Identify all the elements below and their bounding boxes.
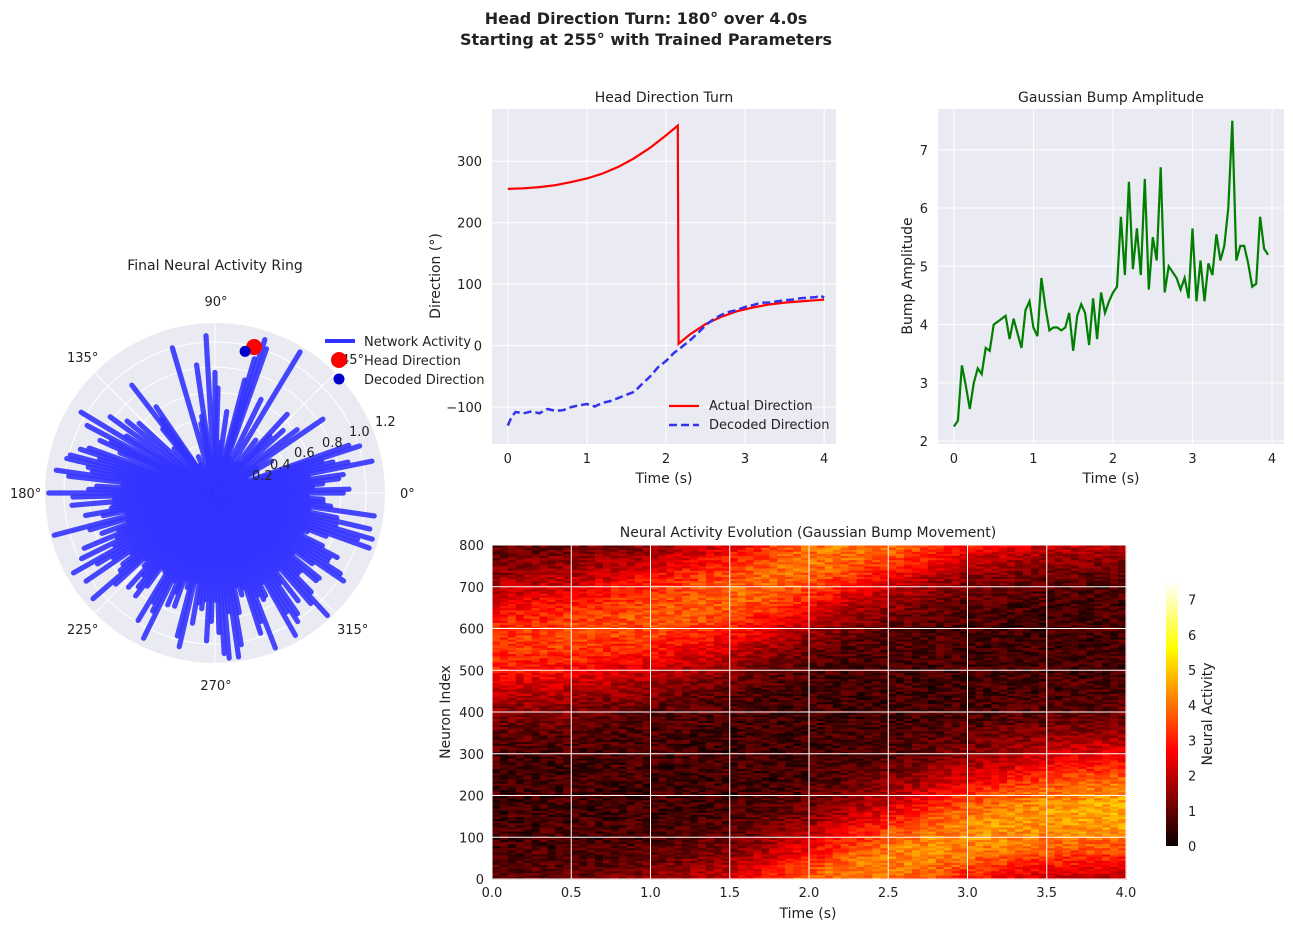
y-tick-label: 5	[920, 260, 928, 275]
turn-xlabel: Time (s)	[635, 471, 693, 487]
y-tick-label: 7	[920, 144, 928, 159]
amplitude-title: Gaussian Bump Amplitude	[1018, 90, 1204, 106]
y-tick-label: 3	[920, 377, 928, 392]
heatmap-chart: Neural Activity Evolution (Gaussian Bump…	[438, 525, 1216, 922]
angle-tick-label: 180°	[10, 487, 41, 502]
x-tick-label: 4	[820, 452, 828, 467]
y-tick-label: 4	[920, 319, 928, 334]
x-tick-label: 3	[1188, 452, 1196, 467]
x-tick-label: 1	[583, 452, 591, 467]
angle-tick-label: 315°	[337, 623, 368, 638]
polar-title: Final Neural Activity Ring	[127, 258, 303, 274]
x-tick-label: 3	[741, 452, 749, 467]
angle-tick-label: 90°	[204, 295, 227, 310]
legend-decoded-label: Decoded Direction	[364, 373, 484, 388]
legend-decoded-marker	[334, 374, 345, 385]
y-tick-label: −100	[446, 401, 482, 416]
amplitude-plot-area	[938, 109, 1284, 444]
amplitude-ylabel: Bump Amplitude	[900, 217, 916, 334]
amplitude-xlabel: Time (s)	[1082, 471, 1140, 487]
turn-ylabel: Direction (°)	[428, 233, 444, 319]
angle-tick-label: 270°	[200, 679, 231, 694]
angle-tick-label: 135°	[67, 351, 98, 366]
x-tick-label: 1	[1029, 452, 1037, 467]
angle-tick-label: 225°	[67, 623, 98, 638]
radial-tick-label: 0.6	[294, 446, 315, 461]
figure-title-line2: Starting at 255° with Trained Parameters	[460, 30, 832, 49]
y-tick-label: 6	[920, 202, 928, 217]
heatmap-title: Neural Activity Evolution (Gaussian Bump…	[620, 525, 996, 541]
x-tick-label: 2	[662, 452, 670, 467]
y-tick-label: 200	[457, 217, 482, 232]
radial-tick-label: 0.4	[270, 458, 291, 473]
legend-head-label: Head Direction	[364, 354, 461, 369]
x-tick-label: 4	[1268, 452, 1276, 467]
y-tick-label: 300	[457, 155, 482, 170]
polar-chart: Final Neural Activity Ring 0.2 0.4 0.6 0…	[10, 258, 484, 694]
legend-network-label: Network Activity	[364, 335, 471, 350]
legend-head-marker	[331, 352, 347, 368]
y-tick-label: 2	[920, 435, 928, 450]
network-activity-bar	[215, 493, 307, 496]
x-tick-label: 0	[504, 452, 512, 467]
x-tick-label: 2	[1109, 452, 1117, 467]
figure-title-line1: Head Direction Turn: 180° over 4.0s	[485, 9, 808, 28]
amplitude-chart: Gaussian Bump Amplitude 0 1 2 3 4 2 3 4 5 6 7 Time…	[900, 90, 1284, 487]
y-tick-label: 0	[474, 340, 482, 355]
legend-actual-label: Actual Direction	[709, 399, 813, 414]
radial-tick-label: 1.0	[349, 425, 370, 440]
angle-tick-label: 0°	[400, 487, 415, 502]
turn-title: Head Direction Turn	[595, 90, 733, 106]
decoded-direction-marker	[240, 346, 251, 357]
radial-tick-label: 0.8	[322, 436, 343, 451]
x-tick-label: 0	[950, 452, 958, 467]
turn-plot-area	[492, 109, 836, 444]
y-tick-label: 100	[457, 278, 482, 293]
legend-decoded-label: Decoded Direction	[709, 418, 829, 433]
radial-tick-label: 1.2	[375, 415, 396, 430]
